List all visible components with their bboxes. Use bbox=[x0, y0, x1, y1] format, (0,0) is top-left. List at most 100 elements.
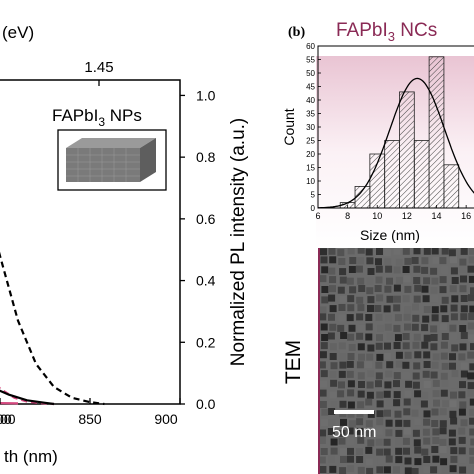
tem-particle bbox=[440, 389, 448, 397]
tem-particle bbox=[459, 401, 467, 409]
tem-particle bbox=[441, 315, 449, 323]
tem-label: TEM bbox=[282, 340, 305, 384]
tem-particle bbox=[432, 256, 440, 264]
tem-particle bbox=[365, 429, 373, 437]
tem-particle bbox=[347, 447, 354, 455]
tem-particle bbox=[393, 380, 400, 388]
tem-particle bbox=[357, 248, 365, 254]
tem-particle bbox=[366, 257, 374, 265]
tem-particle bbox=[386, 295, 394, 303]
tem-particle bbox=[338, 437, 346, 445]
tem-particle bbox=[356, 427, 364, 435]
histogram-bar-7 bbox=[428, 56, 445, 209]
tem-particle bbox=[450, 417, 458, 425]
tem-micrograph: 50 nm bbox=[318, 248, 474, 474]
tem-particle bbox=[329, 323, 337, 331]
tem-particle bbox=[356, 456, 364, 463]
tem-particle bbox=[383, 466, 391, 474]
tem-particle bbox=[459, 343, 467, 351]
tem-particle bbox=[367, 305, 374, 312]
tem-particle bbox=[346, 370, 354, 378]
tem-particle bbox=[423, 418, 431, 426]
tem-particle bbox=[357, 466, 365, 474]
tem-particle bbox=[384, 342, 391, 350]
tem-particle bbox=[423, 361, 431, 368]
hist-y-tick-label-50: 50 bbox=[306, 69, 315, 78]
tem-particle bbox=[450, 381, 458, 389]
tem-particle bbox=[469, 447, 474, 455]
tem-particle bbox=[320, 313, 327, 321]
tem-particle bbox=[375, 258, 382, 266]
tem-particle bbox=[339, 295, 347, 303]
hist-y-tick-label-15: 15 bbox=[306, 164, 315, 173]
tem-particle bbox=[467, 351, 474, 359]
tem-particle bbox=[393, 324, 401, 332]
tem-particle bbox=[330, 401, 338, 409]
tem-particle bbox=[431, 306, 439, 314]
tem-particle bbox=[328, 313, 335, 321]
tem-particle bbox=[365, 398, 373, 406]
tem-particle bbox=[450, 304, 458, 312]
tem-particle bbox=[367, 410, 375, 418]
tem-particle bbox=[339, 361, 347, 369]
tem-particle bbox=[431, 248, 439, 255]
y-tick-label-3: 0.6 bbox=[196, 211, 216, 227]
tem-particle bbox=[469, 428, 474, 436]
tem-particle bbox=[450, 455, 458, 463]
tem-particle bbox=[356, 361, 364, 369]
tem-particle bbox=[468, 465, 474, 473]
tem-particle bbox=[321, 296, 329, 304]
tem-particle bbox=[441, 379, 449, 387]
tem-particle bbox=[414, 390, 422, 398]
tem-particle bbox=[339, 400, 347, 408]
tem-particle bbox=[460, 295, 468, 302]
tem-particle bbox=[414, 446, 422, 454]
tem-particle bbox=[395, 419, 403, 427]
tem-particle bbox=[328, 455, 335, 463]
tem-particle bbox=[357, 277, 365, 285]
tem-particle bbox=[411, 409, 419, 417]
tem-particle bbox=[421, 285, 429, 293]
tem-particle bbox=[412, 314, 420, 322]
tem-particle bbox=[348, 344, 356, 351]
tem-particle bbox=[375, 342, 383, 350]
tem-particle bbox=[357, 343, 365, 351]
tem-particle bbox=[441, 296, 449, 304]
y-tick-label-0: 0.0 bbox=[196, 396, 216, 412]
tem-particle bbox=[329, 391, 337, 399]
tem-particle bbox=[470, 438, 474, 446]
pl-plot-frame bbox=[0, 79, 181, 405]
tem-particle bbox=[395, 258, 403, 266]
tem-particle bbox=[385, 455, 393, 463]
tem-particle bbox=[320, 401, 327, 408]
tem-particle bbox=[328, 267, 336, 275]
tem-particle bbox=[320, 256, 328, 264]
tem-particle bbox=[430, 466, 438, 474]
y-tick-label-5: 1.0 bbox=[196, 87, 216, 103]
tem-particle bbox=[385, 370, 393, 378]
tem-particle bbox=[347, 333, 355, 341]
hist-y-tick-label-25: 25 bbox=[306, 137, 315, 146]
tem-particle bbox=[321, 266, 329, 274]
tem-particle bbox=[402, 372, 410, 380]
tem-particle bbox=[329, 285, 336, 293]
tem-particle bbox=[421, 391, 429, 399]
tem-particle bbox=[365, 446, 373, 454]
tem-particle bbox=[386, 332, 394, 340]
x-tick-label-850: 850 bbox=[78, 411, 102, 427]
tem-particle bbox=[393, 284, 401, 292]
tem-particle bbox=[421, 324, 429, 332]
tem-particle bbox=[470, 343, 474, 351]
tem-particle bbox=[403, 398, 411, 406]
tem-particle bbox=[412, 341, 420, 349]
tem-particle bbox=[450, 447, 458, 455]
histogram-x-label: Size (nm) bbox=[360, 227, 420, 243]
hist-y-tick-label-20: 20 bbox=[306, 150, 315, 159]
tem-particle bbox=[385, 314, 392, 322]
tem-particle bbox=[367, 370, 375, 378]
tem-particle bbox=[367, 296, 375, 304]
tem-particle bbox=[423, 466, 431, 474]
tem-particle bbox=[365, 248, 373, 256]
tem-particle bbox=[347, 380, 355, 388]
tem-particle bbox=[413, 277, 421, 284]
